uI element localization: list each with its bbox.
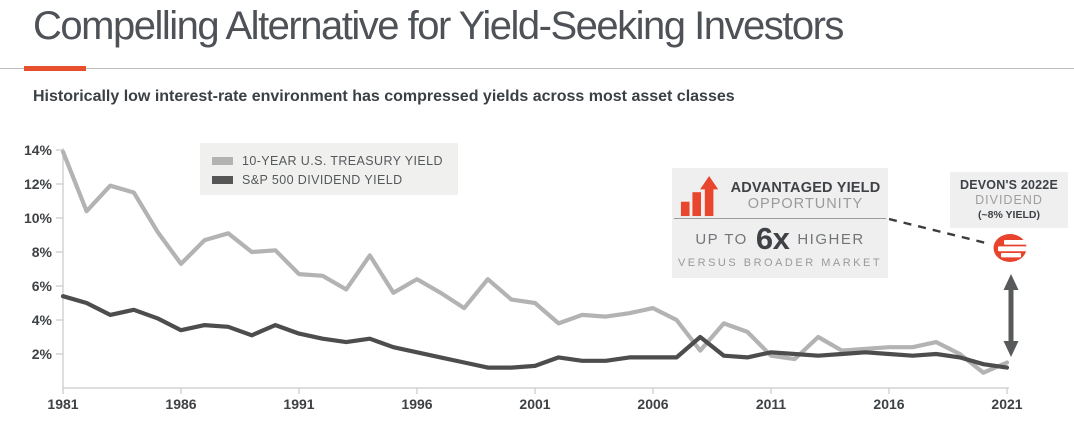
devon-line3: (~8% YIELD) (978, 209, 1040, 221)
y-tick-label: 2% (32, 346, 53, 362)
x-tick-label: 2001 (519, 396, 550, 412)
callout-footnote: VERSUS BROADER MARKET (677, 257, 883, 269)
x-tick-label: 2021 (991, 396, 1022, 412)
page-title: Compelling Alternative for Yield-Seeking… (33, 4, 844, 48)
sp500-series-swatch (212, 175, 233, 184)
y-tick-label: 8% (32, 244, 53, 260)
y-tick-label: 6% (32, 278, 53, 294)
chart-legend: 10-YEAR U.S. TREASURY YIELD S&P 500 DIVI… (200, 143, 458, 195)
devon-line2: DIVIDEND (975, 193, 1043, 207)
sp500-dividend-yield-line (60, 294, 1010, 370)
x-tick-label: 2011 (756, 396, 787, 412)
x-tick-label: 1991 (283, 396, 314, 412)
callout-up-to: UP TO (695, 230, 748, 248)
yield-gap-double-arrow (1003, 274, 1019, 357)
advantaged-yield-callout: ADVANTAGED YIELD OPPORTUNITY UP TO 6x HI… (672, 168, 888, 278)
x-tick-label: 1981 (47, 396, 78, 412)
callout-heading: ADVANTAGED YIELD (730, 180, 881, 196)
legend-label: 10-YEAR U.S. TREASURY YIELD (242, 153, 443, 168)
y-tick-label: 14% (24, 142, 53, 158)
legend-item-sp500: S&P 500 DIVIDEND YIELD (212, 170, 458, 189)
callout-higher: HIGHER (797, 230, 865, 248)
title-divider (0, 68, 1074, 69)
bar-chart-up-arrow-icon (680, 175, 718, 217)
devon-dividend-label: DEVON'S 2022E DIVIDEND (~8% YIELD) (950, 172, 1068, 228)
chart-series (60, 149, 1010, 375)
title-divider-accent (24, 66, 86, 71)
x-tick-label: 2006 (637, 396, 668, 412)
legend-label: S&P 500 DIVIDEND YIELD (242, 172, 403, 187)
x-tick-label: 1996 (401, 396, 432, 412)
x-tick-label: 1986 (165, 396, 196, 412)
y-tick-label: 10% (24, 210, 53, 226)
y-tick-label: 4% (32, 312, 53, 328)
legend-item-treasury: 10-YEAR U.S. TREASURY YIELD (212, 151, 458, 170)
callout-multiple: 6x (755, 221, 790, 256)
callout-connector-dashed-line (888, 217, 991, 246)
treasury-series-swatch (212, 156, 233, 165)
treasury-yield-line (60, 149, 1010, 375)
devon-energy-logo-icon (993, 234, 1033, 262)
devon-line1: DEVON'S 2022E (960, 178, 1058, 192)
callout-divider (674, 218, 886, 219)
y-tick-label: 12% (24, 176, 53, 192)
chart-axes: 2% 4% 6% 8% 10% 12% 14% 1981 1986 1991 1996 2001 200… (24, 142, 1023, 412)
callout-subheading: OPPORTUNITY (747, 196, 864, 212)
x-tick-label: 2016 (873, 396, 904, 412)
page-subtitle: Historically low interest-rate environme… (33, 88, 735, 105)
